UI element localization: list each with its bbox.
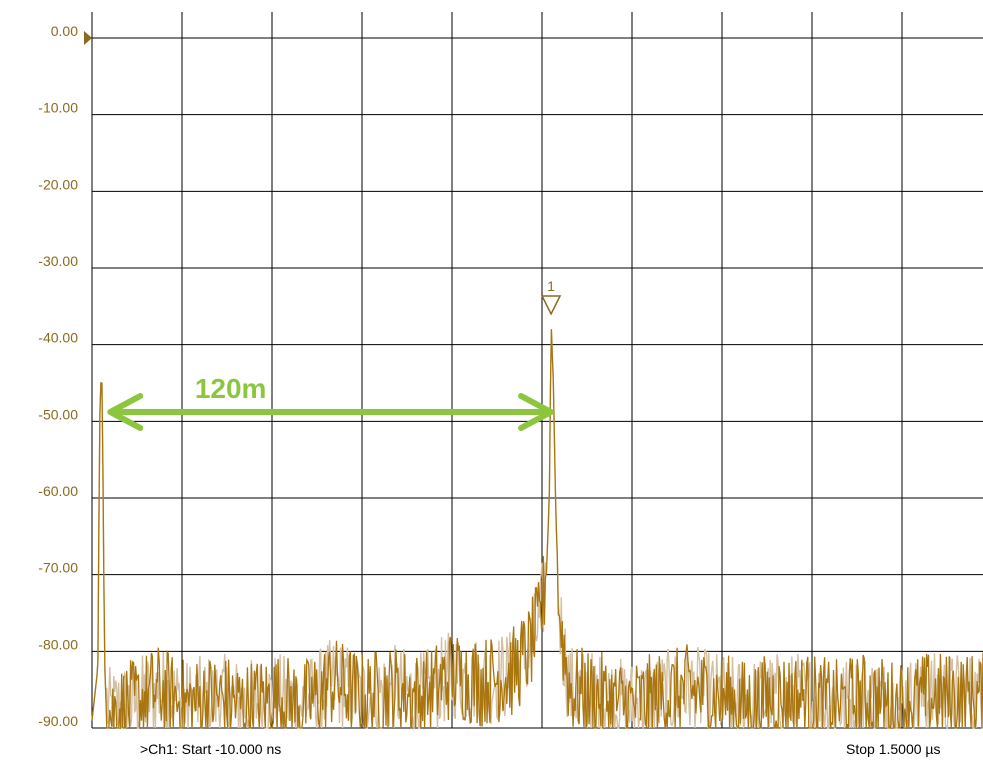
y-tick-label: 0.00 bbox=[51, 23, 78, 39]
annotation-arrowhead-right bbox=[518, 393, 555, 431]
y-tick-labels: 0.00 -10.00 -20.00 -30.00 -40.00 -50.00 -60.00… bbox=[38, 23, 92, 729]
y-tick-label: -30.00 bbox=[38, 253, 78, 269]
y-tick-label: -60.00 bbox=[38, 483, 78, 499]
y-tick-label: -20.00 bbox=[38, 176, 78, 192]
marker-triangle bbox=[540, 295, 562, 316]
y-tick-label: -10.00 bbox=[38, 100, 78, 116]
y-tick-label: -90.00 bbox=[38, 713, 78, 729]
y-tick-label: -40.00 bbox=[38, 330, 78, 346]
marker-1[interactable]: 1 bbox=[540, 278, 562, 316]
distance-annotation: 120m bbox=[107, 373, 555, 431]
footer-stop-label: Stop 1.5000 µs bbox=[846, 741, 941, 757]
annotation-arrowhead-left bbox=[107, 393, 144, 431]
y-tick-label: -70.00 bbox=[38, 560, 78, 576]
trace-memory bbox=[91, 329, 983, 731]
traces bbox=[91, 329, 983, 731]
marker-label: 1 bbox=[547, 278, 555, 294]
reference-level-arrow bbox=[84, 31, 92, 45]
annotation-label: 120m bbox=[195, 373, 267, 404]
footer-start-label: >Ch1: Start -10.000 ns bbox=[140, 741, 282, 757]
y-tick-label: -80.00 bbox=[38, 636, 78, 652]
trace-main bbox=[91, 329, 983, 730]
y-tick-label: -50.00 bbox=[38, 406, 78, 422]
